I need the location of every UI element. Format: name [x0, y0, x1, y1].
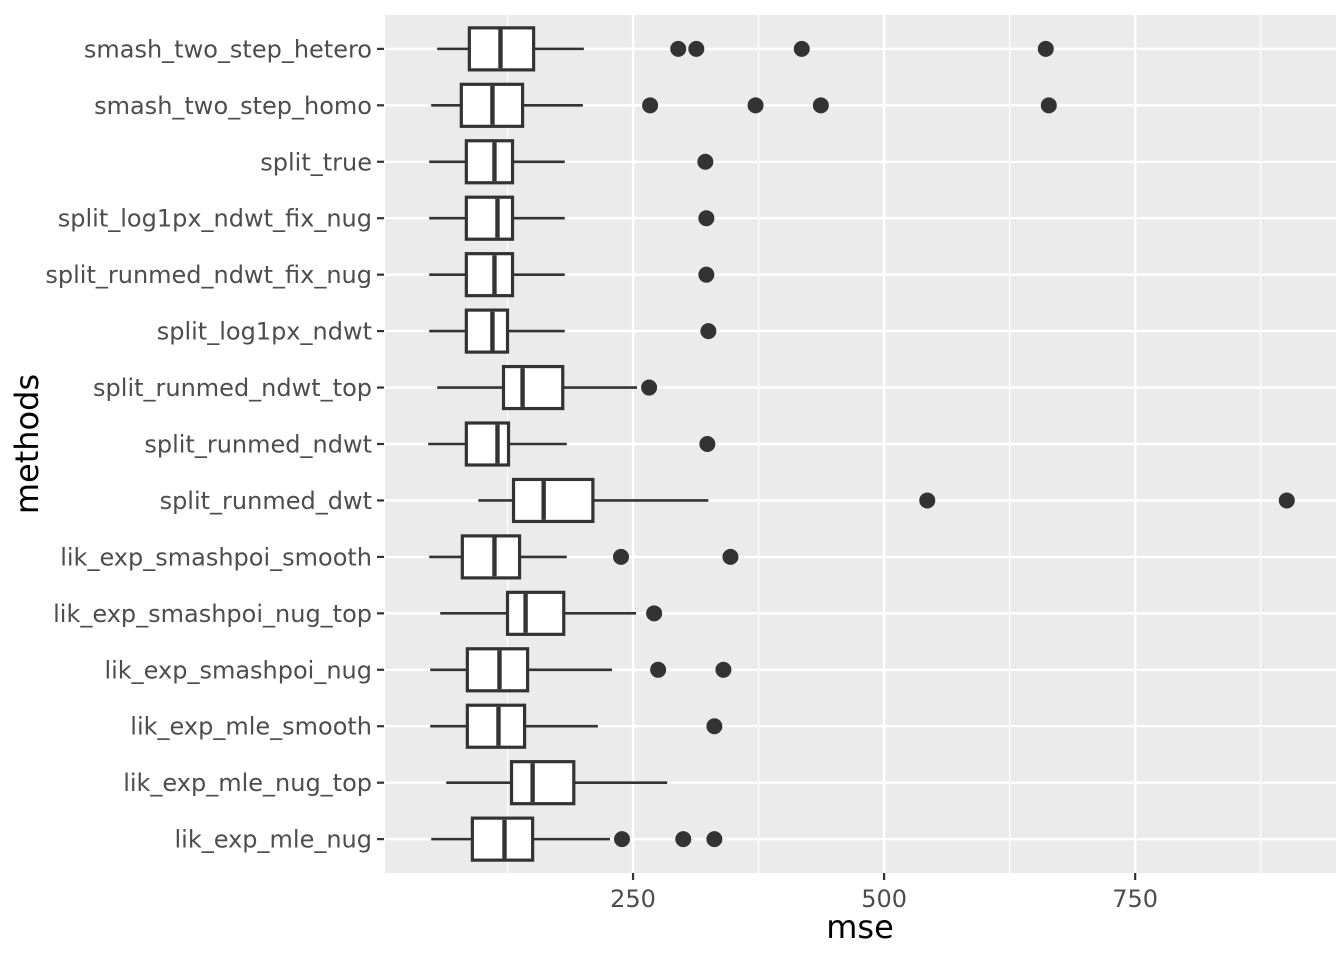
outlier-point: [1037, 40, 1054, 57]
boxplot-split_log1px_ndwt: [429, 308, 717, 354]
outlier-point: [641, 379, 658, 396]
outlier-point: [688, 40, 705, 57]
y-tick-label: split_log1px_ndwt: [157, 318, 372, 346]
box-iqr: [464, 195, 515, 241]
box-iqr: [460, 534, 522, 580]
y-tick-label: lik_exp_mle_nug_top: [123, 769, 372, 797]
box-iqr: [465, 703, 527, 749]
x-axis-title: mse: [826, 908, 894, 946]
boxplot-lik_exp_smashpoi_nug: [430, 647, 732, 693]
box-iqr: [464, 421, 511, 467]
boxplot-split_runmed_ndwt: [428, 421, 716, 467]
outlier-point: [812, 97, 829, 114]
plot-area: 250 500 750 smash_two_step_hetero smash_two_…: [45, 15, 1336, 913]
boxplot-split_runmed_ndwt_top: [437, 364, 658, 411]
boxplot-split_log1px_ndwt_fix_nug: [429, 195, 715, 241]
outlier-point: [699, 436, 716, 452]
x-tick-label: 250: [610, 885, 656, 913]
boxplot-lik_exp_smashpoi_nug_top: [440, 590, 663, 636]
box-iqr: [464, 139, 515, 185]
outlier-point: [1040, 97, 1057, 114]
boxplot-lik_exp_mle_nug: [431, 816, 723, 862]
y-axis-title: methods: [8, 374, 46, 514]
x-tick-label: 750: [1112, 885, 1158, 913]
box-iqr: [509, 760, 576, 806]
outlier-point: [613, 831, 630, 848]
y-tick-label: split_true: [260, 148, 372, 176]
y-tick-label: lik_exp_smashpoi_nug_top: [53, 600, 372, 628]
boxplot-smash_two_step_hetero: [437, 26, 1054, 72]
y-tick-label: split_runmed_ndwt_fix_nug: [45, 261, 372, 289]
outlier-point: [700, 323, 717, 340]
outlier-point: [670, 40, 687, 57]
outlier-point: [650, 661, 667, 678]
boxplot-lik_exp_mle_nug_top: [446, 760, 668, 806]
box-iqr: [511, 477, 595, 524]
boxplot-lik_exp_mle_smooth: [430, 703, 723, 749]
y-tick-label: split_runmed_dwt: [160, 487, 372, 515]
outlier-point: [646, 605, 663, 622]
box-iqr: [501, 364, 565, 411]
y-tick-label: lik_exp_mle_nug: [175, 826, 372, 854]
outlier-point: [698, 210, 715, 227]
y-tick-label: lik_exp_smashpoi_smooth: [60, 543, 372, 571]
outlier-point: [698, 266, 715, 283]
y-tick-label: smash_two_step_homo: [94, 92, 372, 120]
boxplot-lik_exp_smashpoi_smooth: [429, 534, 739, 580]
outlier-point: [612, 548, 629, 565]
outlier-point: [1278, 492, 1295, 509]
outlier-point: [675, 831, 692, 848]
outlier-point: [793, 40, 810, 57]
boxplot-split_runmed_dwt: [478, 477, 1295, 524]
boxplot-split_true: [429, 139, 714, 185]
y-tick-label: split_log1px_ndwt_fix_nug: [58, 205, 372, 233]
outlier-point: [706, 831, 723, 848]
outlier-point: [919, 492, 936, 509]
outlier-point: [747, 97, 764, 114]
outlier-point: [722, 548, 739, 565]
box-iqr: [505, 590, 566, 636]
box-iqr: [464, 252, 515, 298]
box-iqr: [464, 308, 510, 354]
outlier-point: [642, 97, 659, 114]
boxplot-smash_two_step_homo: [431, 82, 1057, 128]
y-tick-label: split_runmed_ndwt_top: [93, 374, 372, 402]
y-tick-label: split_runmed_ndwt: [144, 431, 372, 459]
x-tick-label: 500: [861, 885, 907, 913]
outlier-point: [697, 153, 714, 170]
y-tick-label: smash_two_step_hetero: [84, 35, 372, 63]
y-tick-label: lik_exp_mle_smooth: [130, 713, 372, 741]
y-tick-label: lik_exp_smashpoi_nug: [104, 656, 372, 684]
outlier-point: [715, 661, 732, 678]
outlier-point: [706, 718, 723, 735]
boxplot-split_runmed_ndwt_fix_nug: [429, 252, 715, 298]
